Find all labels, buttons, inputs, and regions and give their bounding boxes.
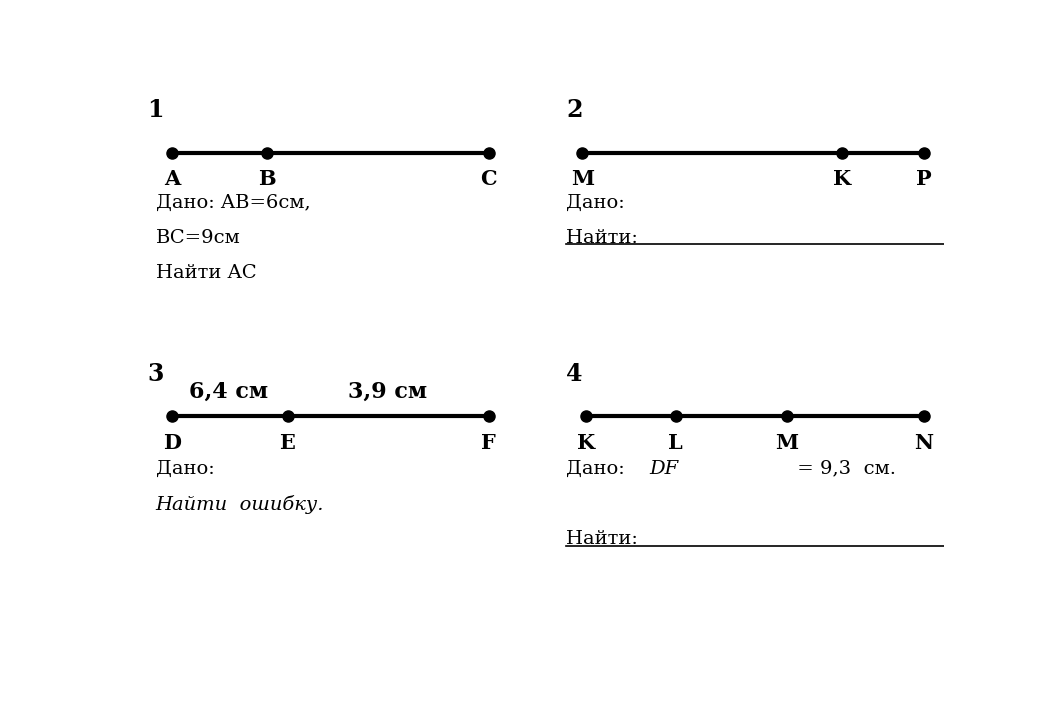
Text: Найти:: Найти: bbox=[566, 229, 650, 247]
Text: DF: DF bbox=[649, 460, 679, 478]
Text: C: C bbox=[480, 169, 497, 189]
Text: F: F bbox=[481, 433, 496, 453]
Text: D: D bbox=[163, 433, 180, 453]
Text: BC=9см: BC=9см bbox=[155, 229, 240, 247]
Text: 4: 4 bbox=[566, 362, 582, 386]
Text: Дано: AB=6см,: Дано: AB=6см, bbox=[155, 193, 311, 211]
Text: M: M bbox=[775, 433, 798, 453]
Text: B: B bbox=[258, 169, 276, 189]
Text: 6,4 см: 6,4 см bbox=[189, 381, 269, 402]
Text: K: K bbox=[833, 169, 851, 189]
Text: 1: 1 bbox=[147, 98, 164, 122]
Text: Найти:: Найти: bbox=[566, 530, 650, 549]
Text: 2: 2 bbox=[566, 98, 582, 122]
Text: M: M bbox=[571, 169, 594, 189]
Text: P: P bbox=[916, 169, 932, 189]
Text: = 9,3  см.: = 9,3 см. bbox=[791, 460, 896, 478]
Text: A: A bbox=[164, 169, 179, 189]
Text: K: K bbox=[577, 433, 596, 453]
Text: 3: 3 bbox=[147, 362, 164, 386]
Text: 3,9 см: 3,9 см bbox=[348, 381, 427, 402]
Text: E: E bbox=[280, 433, 296, 453]
Text: L: L bbox=[668, 433, 683, 453]
Text: Дано:: Дано: bbox=[155, 460, 227, 478]
Text: N: N bbox=[915, 433, 934, 453]
Text: Найти AC: Найти AC bbox=[155, 264, 256, 282]
Text: Дано:: Дано: bbox=[566, 460, 638, 478]
Text: Найти  ошибку.: Найти ошибку. bbox=[155, 495, 324, 514]
Text: Дано:: Дано: bbox=[566, 193, 638, 211]
